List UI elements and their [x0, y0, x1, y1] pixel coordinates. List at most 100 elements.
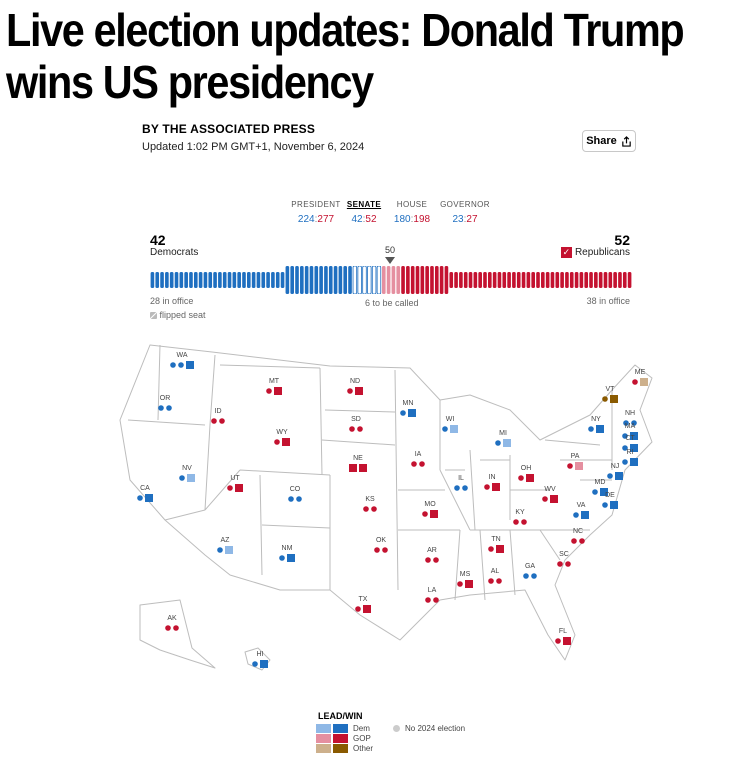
state-al[interactable]: AL [488, 568, 502, 584]
state-ms[interactable]: MS [457, 571, 473, 588]
state-wa[interactable]: WA [170, 352, 194, 369]
to-be-called: 6 to be called [365, 298, 419, 308]
seat-dot [557, 561, 563, 567]
seat-dot [573, 512, 579, 518]
state-ma[interactable]: MA [622, 423, 638, 440]
seat-dot [363, 506, 369, 512]
state-mo[interactable]: MO [422, 501, 438, 518]
seat-dem-won [300, 266, 304, 294]
state-il[interactable]: IL [454, 475, 468, 491]
state-label: MO [424, 501, 436, 508]
seat-box [186, 361, 194, 369]
state-hi[interactable]: HI [252, 651, 268, 668]
race-tab-name: PRESIDENT [291, 200, 341, 209]
state-nj[interactable]: NJ [607, 463, 623, 480]
race-tab-name: GOVERNOR [440, 200, 490, 209]
seat-gop-won [410, 266, 415, 294]
state-or[interactable]: OR [158, 395, 172, 411]
state-ok[interactable]: OK [374, 537, 388, 553]
state-la[interactable]: LA [425, 587, 439, 603]
state-wi[interactable]: WI [442, 416, 458, 433]
race-tab-house[interactable]: HOUSE 180:198 [390, 200, 434, 225]
state-mt[interactable]: MT [266, 378, 282, 395]
state-ny[interactable]: NY [588, 416, 604, 433]
state-id[interactable]: ID [211, 408, 225, 424]
state-oh[interactable]: OH [518, 465, 534, 482]
state-fl[interactable]: FL [555, 628, 571, 645]
state-co[interactable]: CO [288, 486, 302, 502]
seat-box [492, 483, 500, 491]
seat-gop-office [618, 272, 622, 288]
state-ca[interactable]: CA [137, 485, 153, 502]
seat-gop-office [502, 272, 507, 288]
state-ga[interactable]: GA [523, 563, 537, 579]
state-az[interactable]: AZ [217, 537, 233, 554]
seat-dot [173, 625, 179, 631]
state-nm[interactable]: NM [279, 545, 295, 562]
seat-dot [400, 410, 406, 416]
share-button[interactable]: Share [582, 130, 636, 152]
state-ia[interactable]: IA [411, 451, 425, 467]
race-tab-name: HOUSE [396, 200, 428, 209]
seat-dot [607, 473, 613, 479]
state-tn[interactable]: TN [488, 536, 504, 553]
race-tab-governor[interactable]: GOVERNOR 23:27 [440, 200, 490, 225]
race-tab-senate[interactable]: SENATE 42:52 [344, 200, 384, 225]
state-mn[interactable]: MN [400, 400, 416, 417]
seat-dem-office [184, 272, 188, 288]
seat-dem-won [285, 266, 290, 294]
seat-dem-office [266, 272, 270, 288]
seat-dem-office [213, 272, 217, 288]
race-tab-name: SENATE [346, 200, 382, 209]
seat-gop-office [488, 272, 492, 288]
state-md[interactable]: MD [592, 479, 608, 496]
state-sd[interactable]: SD [349, 416, 363, 432]
state-nv[interactable]: NV [179, 465, 195, 482]
state-ak[interactable]: AK [165, 615, 179, 631]
flipped-seat-label: flipped seat [159, 310, 206, 320]
state-ky[interactable]: KY [513, 509, 527, 525]
state-tx[interactable]: TX [355, 596, 371, 613]
state-de[interactable]: DE [602, 492, 618, 509]
state-nh[interactable]: NH [623, 410, 637, 426]
state-ar[interactable]: AR [425, 547, 439, 563]
state-wv[interactable]: WV [542, 486, 558, 503]
state-ri[interactable]: RI [622, 449, 638, 466]
seat-dem-office [160, 272, 164, 288]
state-label: HI [257, 651, 264, 658]
state-nd[interactable]: ND [347, 378, 363, 395]
legend-other-label: Other [353, 744, 374, 753]
state-ut[interactable]: UT [227, 475, 243, 492]
state-sc[interactable]: SC [557, 551, 571, 567]
state-ct[interactable]: CT [622, 435, 638, 452]
state-va[interactable]: VA [573, 502, 589, 519]
race-tab-president[interactable]: PRESIDENT 224:277 [291, 200, 341, 225]
headline-line-2: wins US presidency [6, 56, 374, 108]
seat-dot [462, 485, 468, 491]
seat-dot [165, 625, 171, 631]
state-label: WV [544, 486, 556, 493]
state-label: IL [458, 475, 464, 482]
state-vt[interactable]: VT [602, 386, 618, 403]
seat-box [349, 464, 357, 472]
state-mi[interactable]: MI [495, 430, 511, 447]
seat-dot [374, 547, 380, 553]
seat-dem-office [280, 272, 285, 288]
state-ne[interactable]: NE [349, 455, 367, 472]
seat-undecided [371, 266, 377, 294]
state-ks[interactable]: KS [363, 496, 377, 512]
state-label: DE [605, 492, 615, 499]
state-me[interactable]: ME [632, 369, 648, 386]
seat-box [596, 425, 604, 433]
seat-gop-won [434, 266, 439, 294]
state-in[interactable]: IN [484, 474, 500, 491]
seat-gop-won [444, 266, 449, 294]
state-nc[interactable]: NC [571, 528, 585, 544]
seat-gop-won [415, 266, 420, 294]
seat-dot [588, 426, 594, 432]
seat-undecided [352, 266, 358, 294]
state-wy[interactable]: WY [274, 429, 290, 446]
state-pa[interactable]: PA [567, 453, 583, 470]
seat-dot [288, 496, 294, 502]
